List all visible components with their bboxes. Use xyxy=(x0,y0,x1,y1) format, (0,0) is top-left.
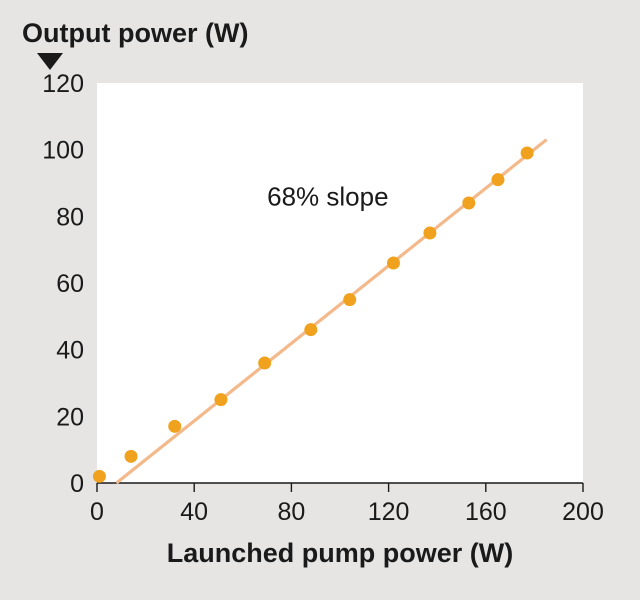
data-point xyxy=(423,226,437,240)
x-axis-title: Launched pump power (W) xyxy=(167,538,513,568)
tick-group: 0 40 80 120 160 200 0 20 40 60 80 100 120 xyxy=(42,70,604,526)
y-tick-label: 100 xyxy=(42,137,84,165)
data-point xyxy=(92,469,106,483)
x-tick-label: 120 xyxy=(368,498,410,526)
data-point xyxy=(491,173,505,187)
data-point xyxy=(386,256,400,270)
y-tick-label: 0 xyxy=(70,470,84,498)
x-tick-label: 160 xyxy=(465,498,507,526)
x-tick-label: 80 xyxy=(277,498,305,526)
axes: Output power (W) Launched pump power (W) xyxy=(22,18,583,568)
y-tick-label: 40 xyxy=(56,337,84,365)
slope-annotation: 68% slope xyxy=(267,181,388,211)
data-point xyxy=(520,146,534,160)
plot-area xyxy=(97,83,583,483)
y-tick-label: 120 xyxy=(42,70,84,98)
y-axis-title: Output power (W) xyxy=(22,18,248,48)
data-point xyxy=(168,419,182,433)
y-tick-label: 60 xyxy=(56,270,84,298)
data-point xyxy=(343,293,357,307)
series-group xyxy=(92,138,548,485)
y-tick-label: 20 xyxy=(56,403,84,431)
data-point xyxy=(214,393,228,407)
fit-line xyxy=(115,138,548,485)
data-point xyxy=(124,449,138,463)
x-tick-label: 0 xyxy=(90,498,104,526)
data-point xyxy=(462,196,476,210)
y-tick-label: 80 xyxy=(56,203,84,231)
y-axis-arrow-icon xyxy=(37,53,63,70)
annotation-group: 68% slope xyxy=(267,181,388,211)
x-tick-label: 200 xyxy=(562,498,604,526)
data-point xyxy=(258,356,272,370)
x-tick-label: 40 xyxy=(180,498,208,526)
data-point xyxy=(304,323,318,337)
